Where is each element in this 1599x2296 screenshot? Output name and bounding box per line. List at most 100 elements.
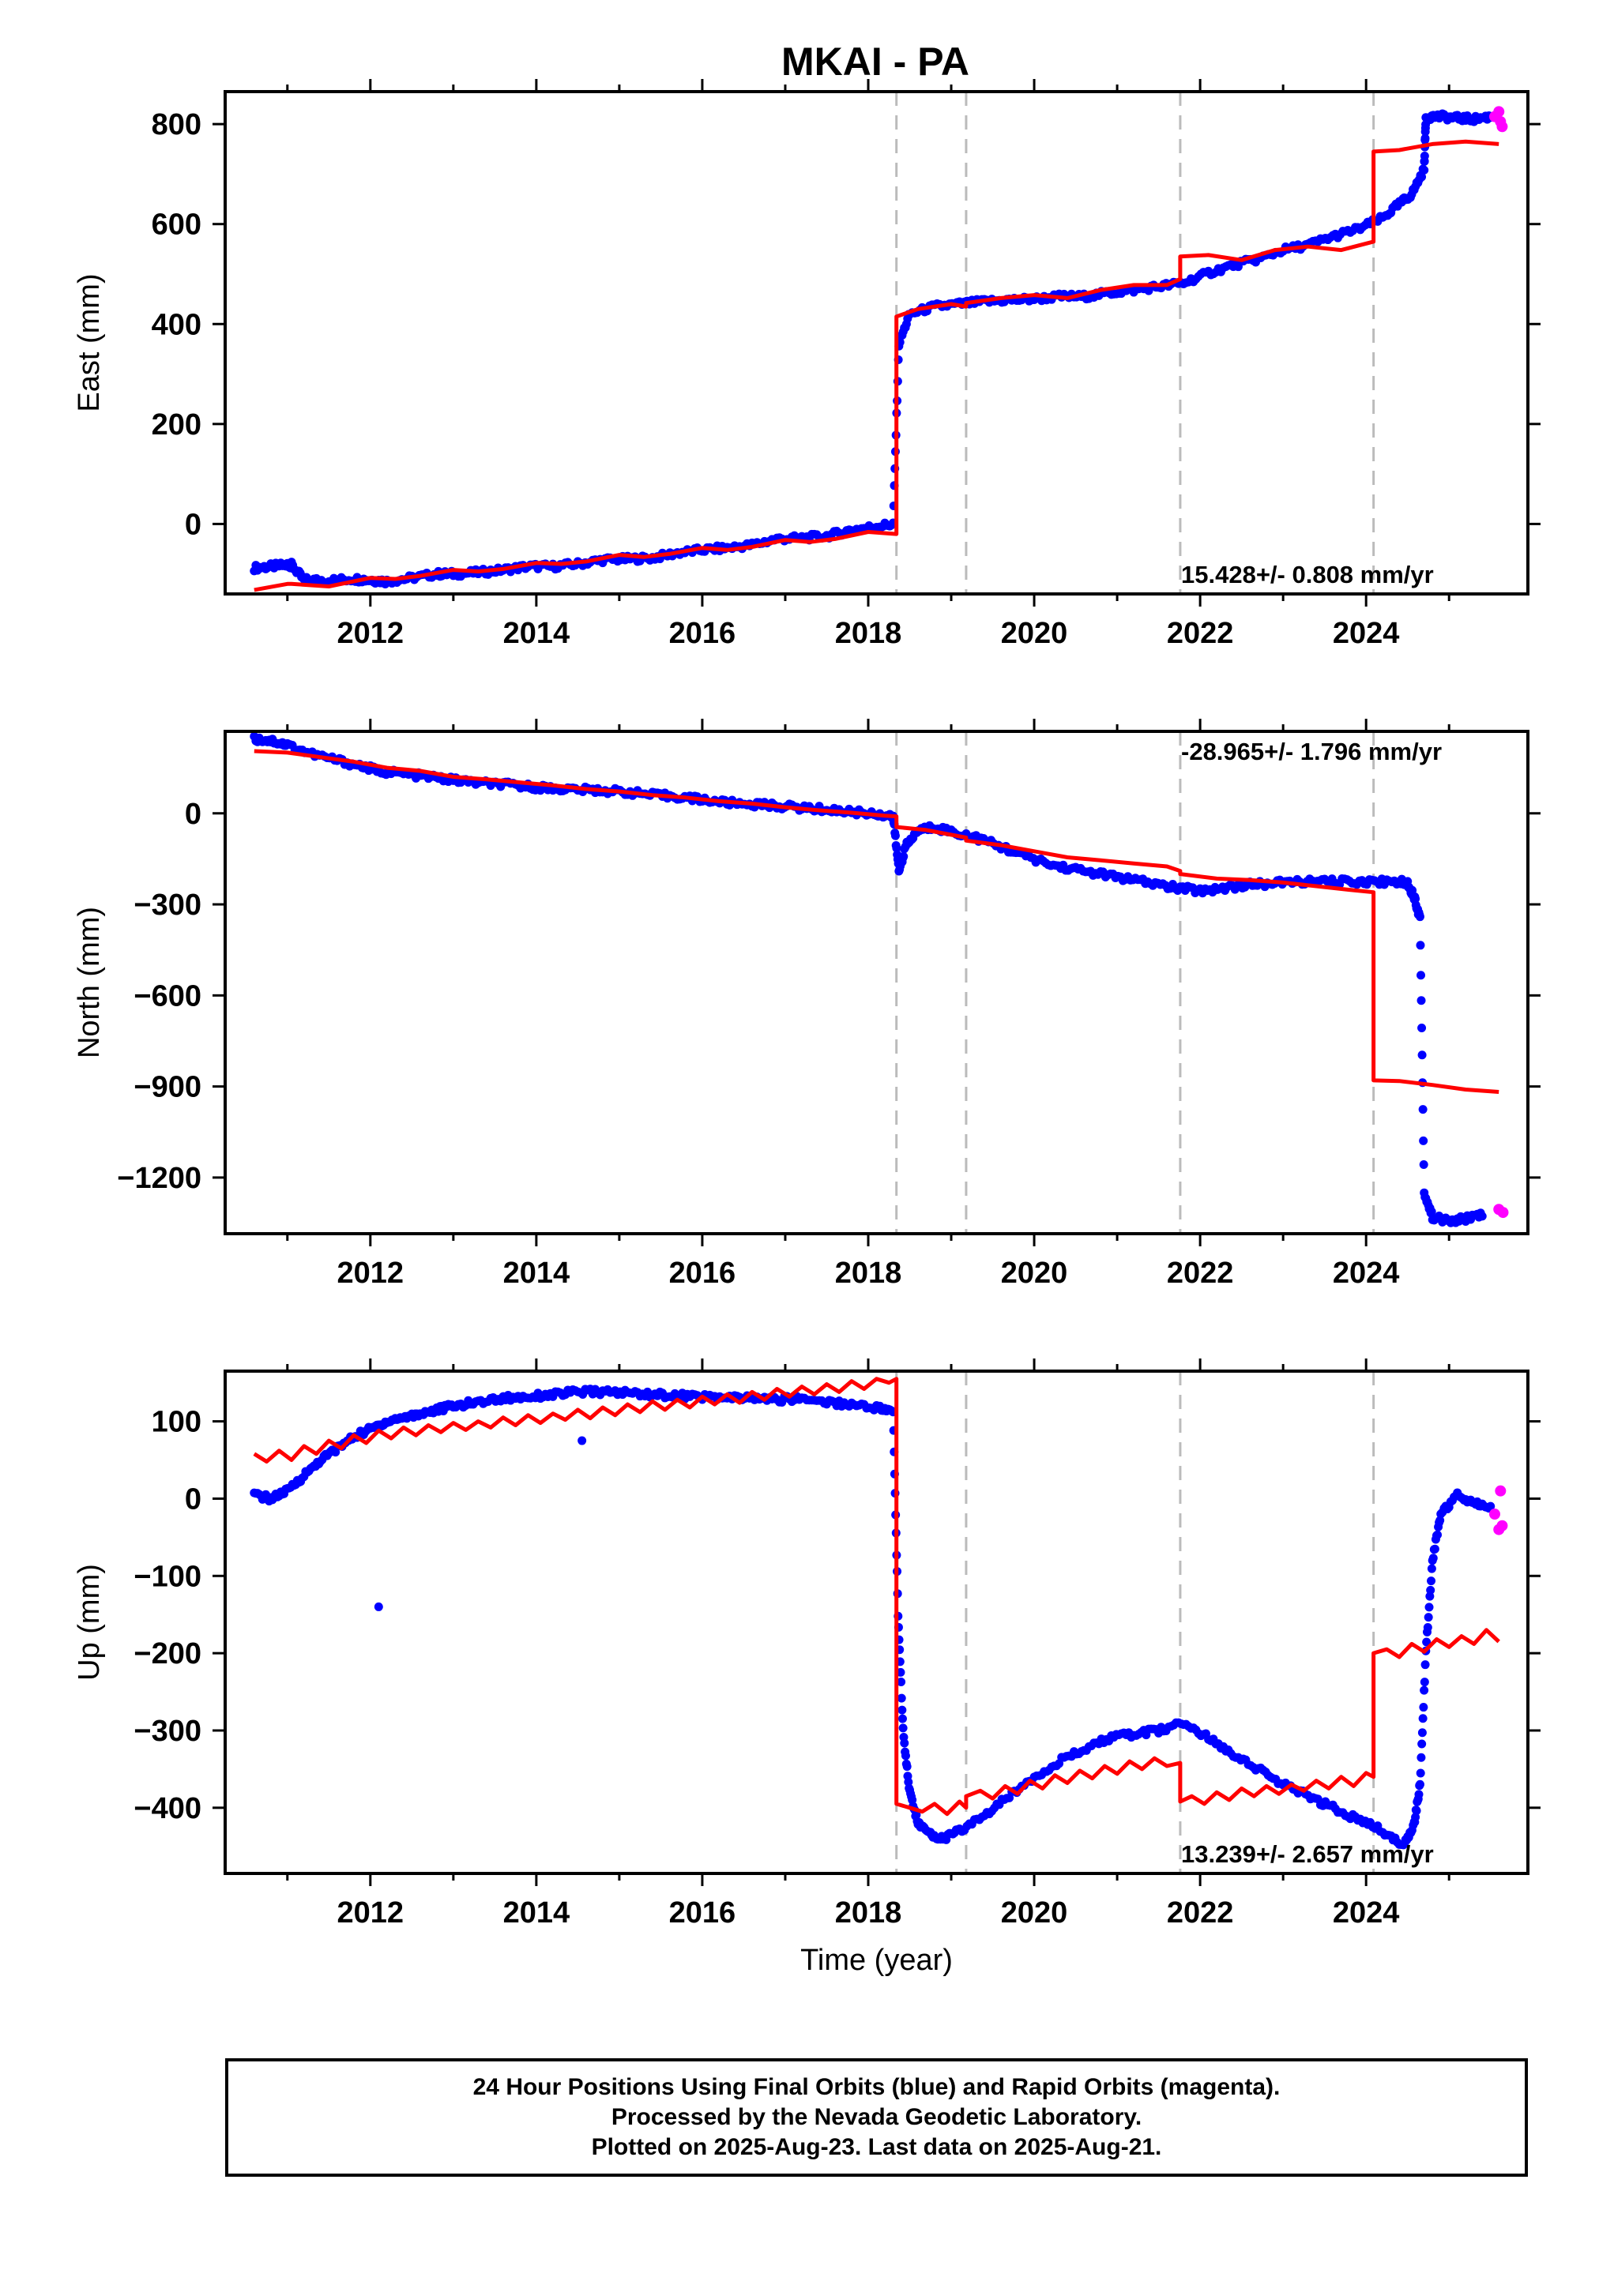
plot-area-east [250, 92, 1508, 594]
final-point [1417, 1050, 1427, 1060]
x-tick-label: 2022 [1167, 1257, 1234, 1290]
model-line [253, 1377, 1500, 1817]
rate-label: 15.428+/- 0.808 mm/yr [1181, 561, 1434, 588]
rapid-point [1495, 1485, 1507, 1497]
final-point [1486, 1501, 1496, 1511]
y-tick-label: 600 [152, 209, 201, 242]
final-point [1427, 1207, 1436, 1216]
caption-line-3: Plotted on 2025-Aug-23. Last data on 202… [591, 2134, 1162, 2160]
panel-frame [224, 90, 1529, 596]
y-axis-label: North (mm) [73, 907, 106, 1058]
final-point [1420, 133, 1430, 143]
final-point [1433, 1530, 1443, 1539]
x-tick-label: 2018 [835, 1257, 902, 1290]
final-point [1417, 1753, 1426, 1762]
final-point [1420, 165, 1429, 175]
panel-frame [224, 730, 1529, 1235]
chart-title: MKAI - PA [781, 39, 969, 84]
final-point [1417, 971, 1426, 980]
rate-label: 13.239+/- 2.657 mm/yr [1181, 1840, 1434, 1868]
final-point [1415, 1779, 1424, 1789]
x-tick-label: 2016 [669, 617, 736, 650]
rapid-point [1497, 1207, 1509, 1219]
final-point [1417, 1728, 1427, 1738]
final-point [1477, 1212, 1487, 1221]
x-tick-label: 2016 [669, 1257, 736, 1290]
final-point [1420, 1678, 1429, 1687]
y-tick-label: −400 [134, 1792, 201, 1825]
x-tick-label: 2020 [1001, 1257, 1068, 1290]
rapid-point [1488, 1509, 1500, 1520]
final-point [897, 1705, 907, 1715]
y-axis-label: East (mm) [73, 273, 106, 411]
x-tick-label: 2022 [1167, 617, 1234, 650]
x-tick-label: 2020 [1001, 1896, 1068, 1930]
final-point [1427, 1564, 1436, 1573]
panels: 2012 2014 2016 2018 2020 2022 2024 0 200 400 600 80… [73, 79, 1541, 1977]
x-tick-label: 2024 [1333, 617, 1400, 650]
final-point [912, 1810, 921, 1820]
panel-frame [224, 1370, 1529, 1875]
plot-area-up [250, 1371, 1508, 1873]
final-point [1422, 1637, 1432, 1647]
final-point [892, 844, 901, 853]
final-point [1424, 1613, 1433, 1622]
final-point [1416, 1768, 1425, 1778]
final-point [899, 851, 909, 861]
x-tick-label: 2012 [337, 617, 404, 650]
final-point [1419, 1159, 1428, 1169]
y-tick-label: −100 [134, 1560, 201, 1593]
final-point [374, 1602, 383, 1611]
y-tick-label: −300 [134, 889, 201, 922]
y-tick-label: 400 [152, 308, 201, 341]
x-tick-label: 2022 [1167, 1896, 1234, 1930]
x-tick-label: 2024 [1333, 1896, 1400, 1930]
rapid-point [1496, 121, 1508, 133]
caption-line-2: Processed by the Nevada Geodetic Laborat… [611, 2104, 1142, 2130]
final-point [1420, 1660, 1430, 1670]
final-point [1423, 1623, 1432, 1633]
rate-label: -28.965+/- 1.796 mm/yr [1181, 738, 1442, 765]
y-tick-label: 0 [185, 1482, 201, 1516]
y-tick-label: 100 [152, 1406, 201, 1439]
final-point [897, 1714, 907, 1723]
final-point [578, 1436, 587, 1445]
final-point [1418, 1714, 1428, 1723]
caption-box: 24 Hour Positions Using Final Orbits (bl… [225, 2058, 1528, 2177]
x-tick-label: 2012 [337, 1896, 404, 1930]
y-tick-label: −200 [134, 1637, 201, 1670]
final-point [1420, 1685, 1429, 1695]
final-point [1428, 1554, 1438, 1563]
x-tick-label: 2018 [835, 1896, 902, 1930]
plot-area-north [250, 731, 1509, 1234]
caption-line-1: 24 Hour Positions Using Final Orbits (bl… [472, 2074, 1281, 2100]
final-point [1417, 996, 1426, 1005]
final-point [1419, 1703, 1428, 1712]
model-line [254, 749, 1499, 1094]
final-point [890, 831, 900, 840]
x-tick-label: 2016 [669, 1896, 736, 1930]
y-tick-label: 800 [152, 108, 201, 141]
x-tick-label: 2024 [1333, 1257, 1400, 1290]
final-point [1426, 1585, 1435, 1595]
final-point [1435, 1516, 1445, 1525]
y-tick-label: 0 [185, 798, 201, 831]
x-tick-label: 2012 [337, 1257, 404, 1290]
final-point [1411, 894, 1420, 904]
final-point [1420, 151, 1429, 160]
x-tick-label: 2020 [1001, 617, 1068, 650]
final-point [1417, 1024, 1427, 1033]
rapid-point [1496, 1520, 1508, 1531]
final-point [1414, 1790, 1424, 1799]
x-tick-label: 2014 [503, 1257, 570, 1290]
x-axis-label: Time (year) [800, 1944, 953, 1977]
y-tick-label: 0 [185, 508, 201, 541]
rapid-point [1493, 106, 1505, 118]
y-axis-label: Up (mm) [73, 1564, 106, 1681]
final-point [1417, 1739, 1427, 1749]
final-point [902, 1762, 912, 1772]
panel-north: 2012 2014 2016 2018 2020 2022 2024 0 −300 −600 −90… [73, 719, 1541, 1290]
final-point [1430, 1544, 1439, 1554]
y-tick-label: −900 [134, 1071, 201, 1104]
